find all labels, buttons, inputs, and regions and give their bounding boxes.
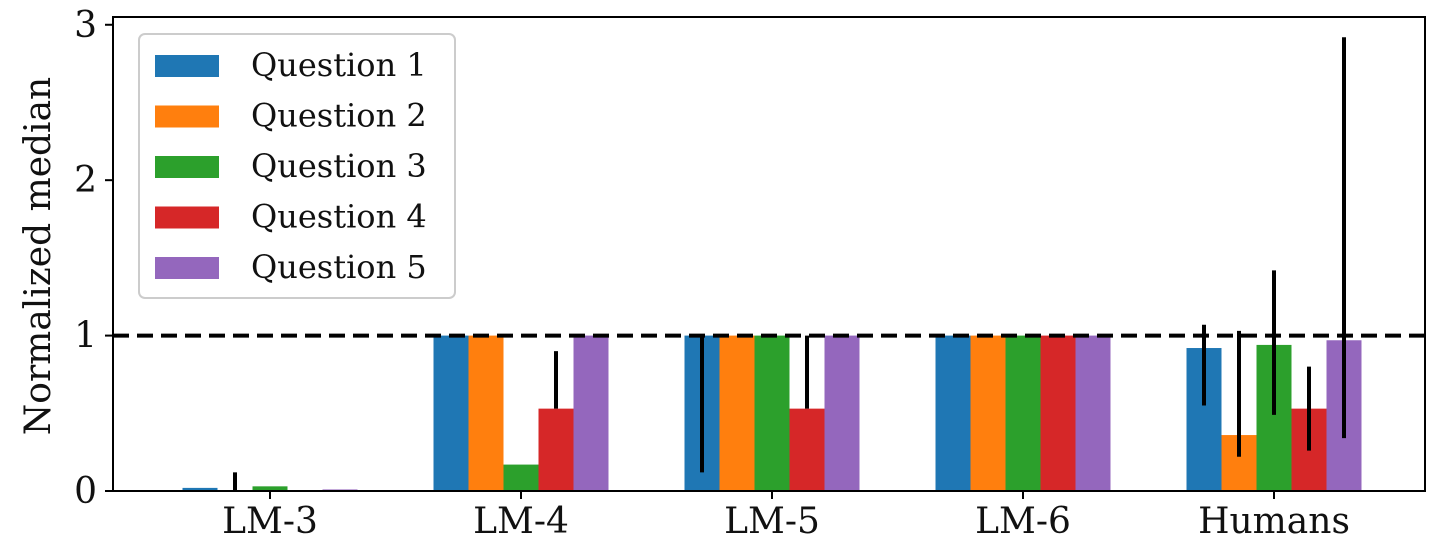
bar-lm-6-q5 xyxy=(1075,335,1111,491)
bars-layer xyxy=(182,335,1362,491)
x-tick-label: Humans xyxy=(1198,501,1350,542)
bar-lm-6-q4 xyxy=(1040,335,1076,491)
legend-swatch xyxy=(155,257,219,279)
legend-swatch xyxy=(155,55,219,77)
x-tick-label: LM-5 xyxy=(724,501,820,542)
x-tick-label: LM-3 xyxy=(222,501,318,542)
bar-lm-4-q1 xyxy=(433,335,469,491)
error-bars-layer xyxy=(233,37,1346,491)
legend-label: Question 2 xyxy=(251,97,427,135)
y-axis-label: Normalized median xyxy=(18,77,59,435)
x-tick-label: LM-6 xyxy=(975,501,1071,542)
legend-label: Question 5 xyxy=(251,248,427,286)
bar-lm-3-q1 xyxy=(182,487,218,491)
legend-swatch xyxy=(155,206,219,229)
legend-swatch xyxy=(155,105,219,128)
legend-label: Question 4 xyxy=(251,198,427,236)
legend-swatch xyxy=(155,156,219,178)
bar-lm-6-q1 xyxy=(935,335,971,491)
legend: Question 1 Question 2 Question 3 Question 4… xyxy=(138,33,456,299)
bar-lm-4-q3 xyxy=(503,464,539,491)
axes-layer: 0 1 2 3 LM-3 LM-4 LM-5 LM-6 Humans xyxy=(74,5,1426,542)
bar-lm-5-q2 xyxy=(719,335,755,491)
y-tick-label: 1 xyxy=(74,316,97,357)
bar-lm-5-q4 xyxy=(789,408,825,491)
legend-label: Question 3 xyxy=(251,147,427,185)
bar-lm-6-q2 xyxy=(970,335,1006,491)
bar-lm-4-q2 xyxy=(468,335,504,491)
bar-lm-6-q3 xyxy=(1005,335,1041,491)
legend-label: Question 1 xyxy=(251,46,427,84)
bar-lm-5-q5 xyxy=(824,335,860,491)
y-tick-label: 3 xyxy=(74,5,97,46)
bar-lm-4-q5 xyxy=(573,335,609,491)
bar-lm-5-q3 xyxy=(754,335,790,491)
legend-box xyxy=(138,33,456,299)
bar-lm-4-q4 xyxy=(538,408,574,491)
y-tick-label: 2 xyxy=(74,160,97,201)
bar-lm-3-q3 xyxy=(252,486,288,491)
y-tick-label: 0 xyxy=(74,471,97,512)
x-tick-label: LM-4 xyxy=(473,501,569,542)
plot-frame xyxy=(112,16,1426,492)
